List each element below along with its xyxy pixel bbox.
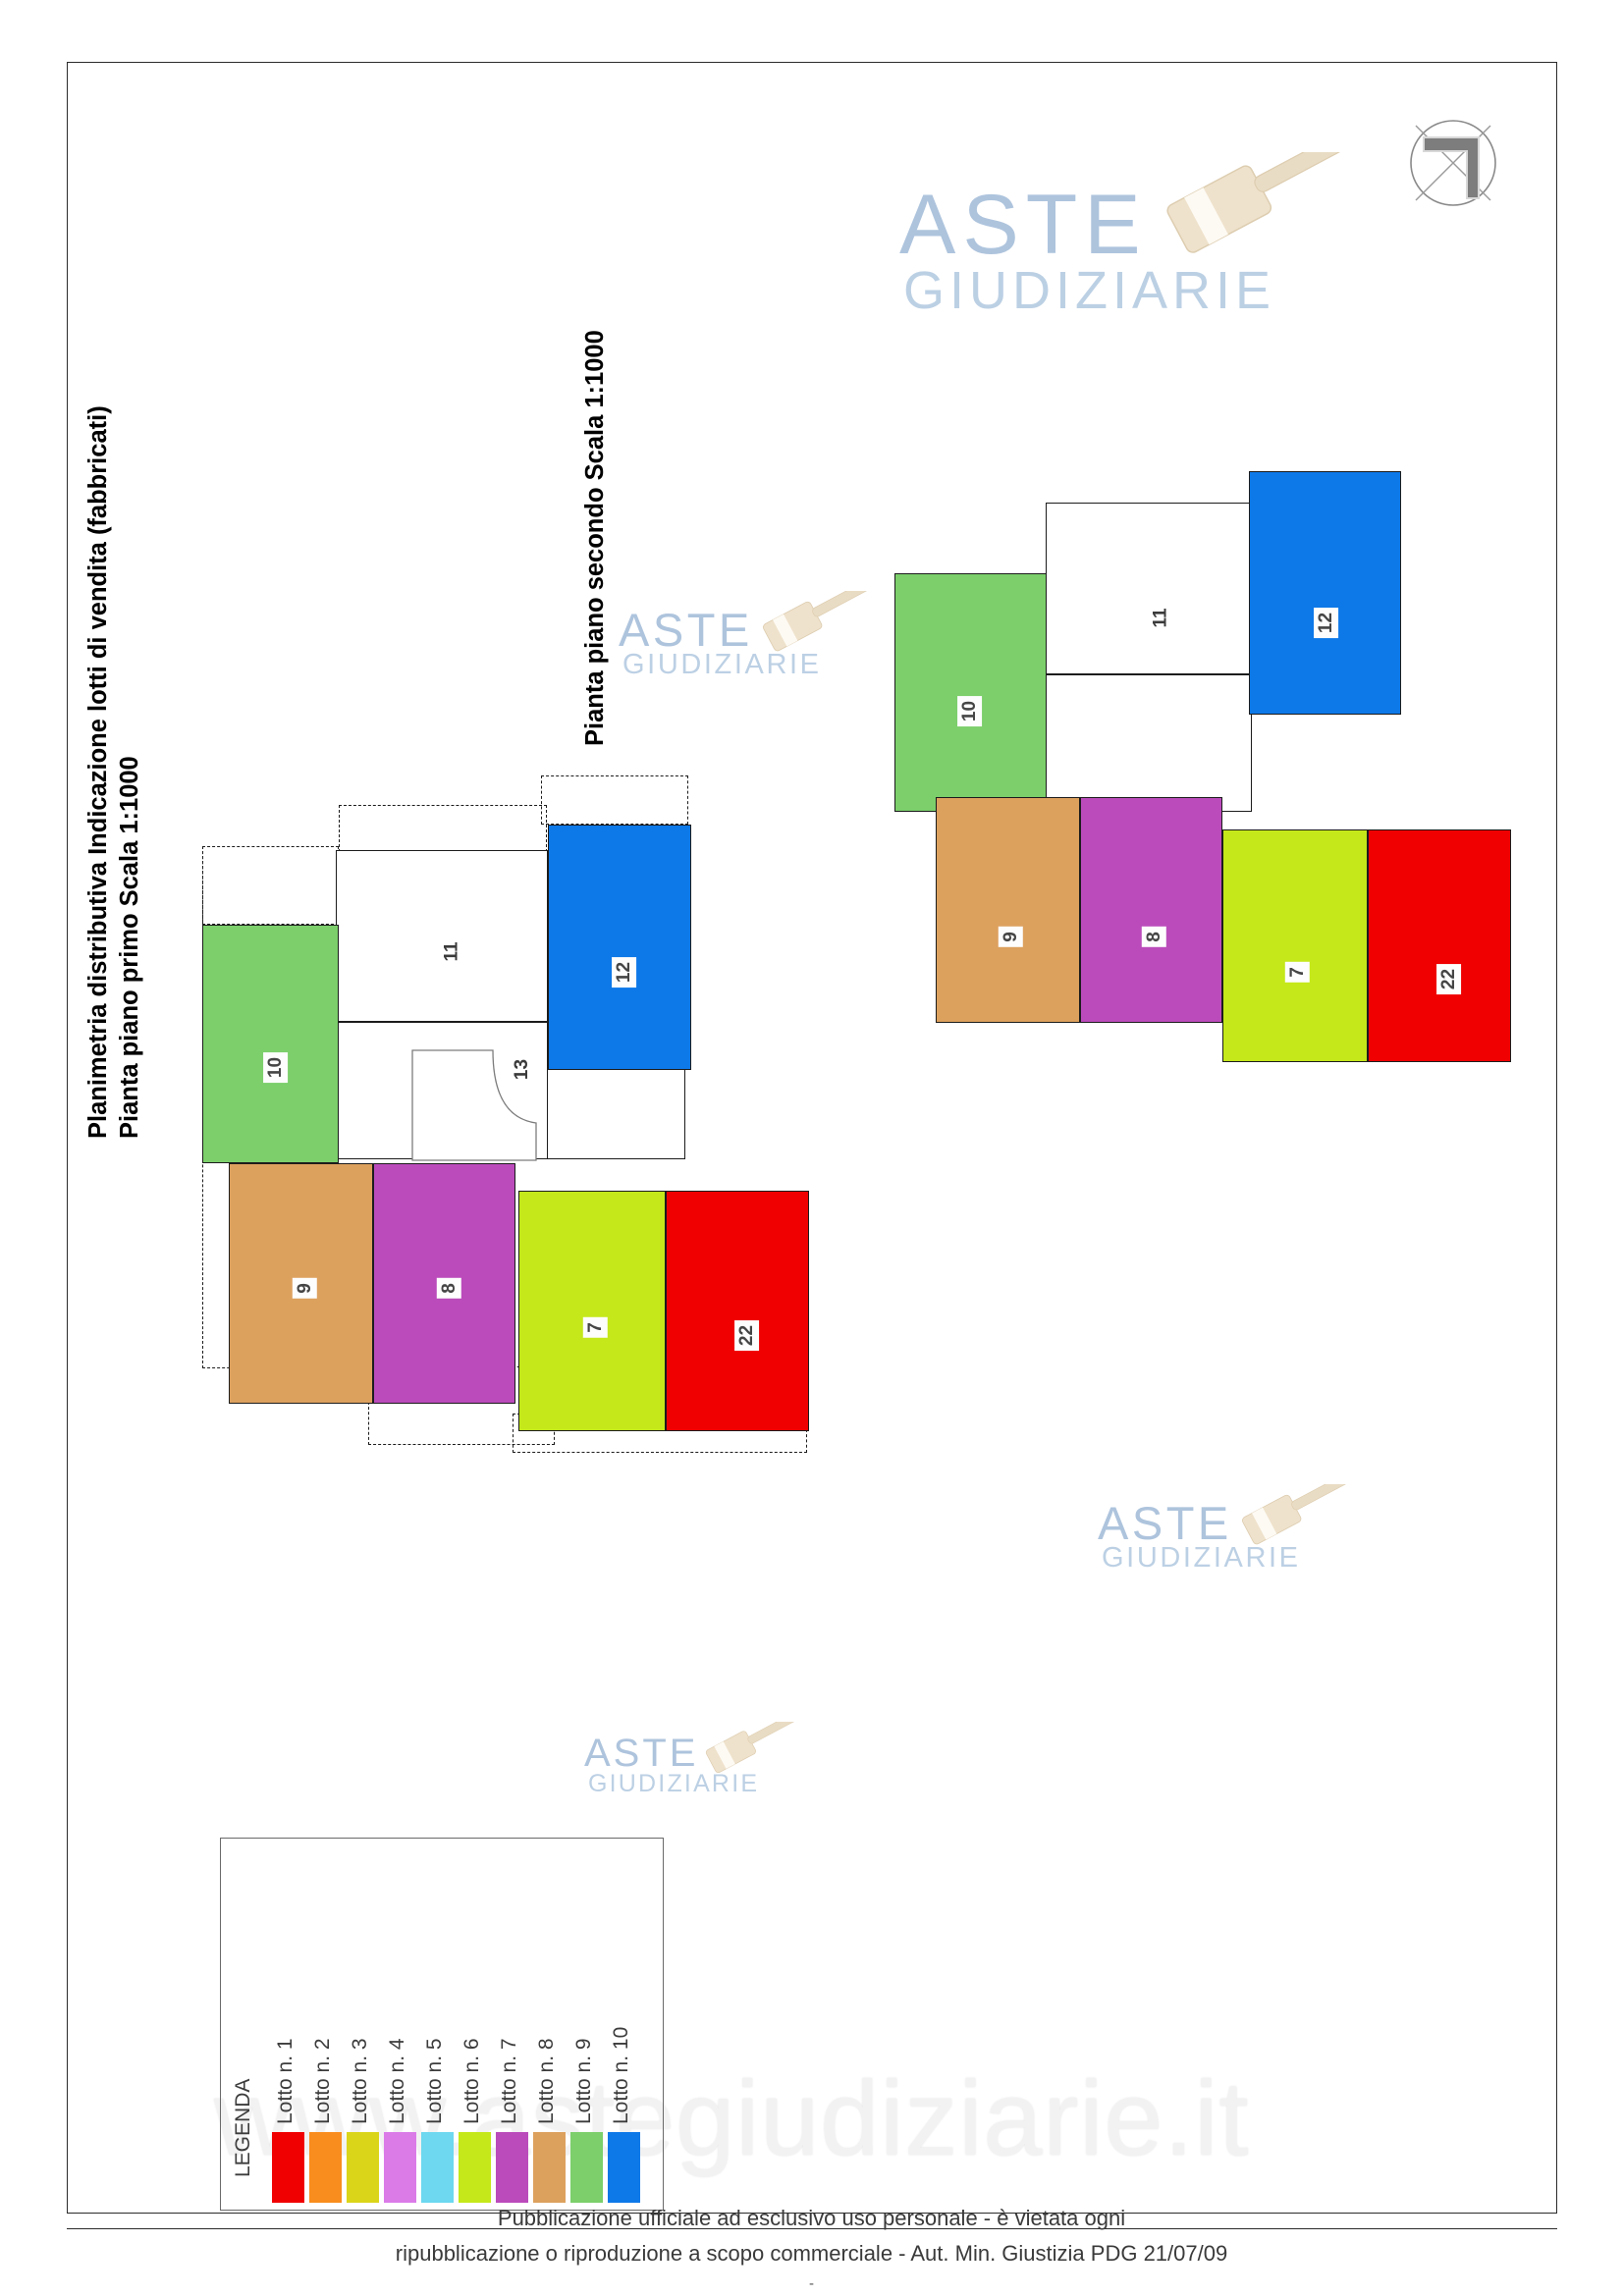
room-22[interactable] <box>666 1191 809 1431</box>
legend-item[interactable]: Lotto n. 3 <box>347 2026 379 2203</box>
room-12[interactable] <box>548 825 691 1070</box>
room-22[interactable] <box>1368 829 1511 1062</box>
legend-item[interactable]: Lotto n. 7 <box>496 2026 528 2203</box>
room-label-13: 13 <box>512 1058 533 1081</box>
room-9[interactable] <box>936 797 1080 1023</box>
legend-label: Lotto n. 6 <box>460 2038 483 2124</box>
legend-item[interactable]: Lotto n. 6 <box>459 2026 491 2203</box>
footer-line-1: Pubblicazione ufficiale ad esclusivo uso… <box>497 2206 1126 2230</box>
legend-label: Lotto n. 4 <box>386 2038 408 2124</box>
room-label-9: 9 <box>292 1278 317 1299</box>
legend-swatch <box>608 2132 640 2203</box>
room-label-11: 11 <box>1150 608 1171 628</box>
legend-swatch <box>570 2132 603 2203</box>
page-title-right: Pianta piano secondo Scala 1:1000 <box>581 330 609 746</box>
legend-label: Lotto n. 10 <box>610 2026 632 2124</box>
page-title-left-line2: Pianta piano primo Scala 1:1000 <box>116 756 143 1139</box>
footer-line-2: ripubblicazione o riproduzione a scopo c… <box>395 2241 1228 2266</box>
legend-item[interactable]: Lotto n. 1 <box>272 2026 304 2203</box>
legend-swatch <box>272 2132 304 2203</box>
room-label-8: 8 <box>1141 927 1166 947</box>
room-label-22: 22 <box>1436 963 1462 995</box>
footer-line-3: - <box>809 2275 814 2292</box>
legend-swatch <box>496 2132 528 2203</box>
legend-item[interactable]: Lotto n. 4 <box>384 2026 416 2203</box>
room-label-7: 7 <box>582 1317 608 1338</box>
legend-item[interactable]: Lotto n. 8 <box>533 2026 566 2203</box>
room-10[interactable] <box>894 573 1047 812</box>
legend-title: LEGENDA <box>232 2078 254 2177</box>
legend-swatch <box>384 2132 416 2203</box>
room-label-8: 8 <box>436 1278 461 1299</box>
room-10[interactable] <box>202 925 339 1163</box>
room-8[interactable] <box>1080 797 1222 1023</box>
stair-symbol <box>410 1048 538 1162</box>
room-label-10: 10 <box>957 695 983 727</box>
legend-label: Lotto n. 1 <box>274 2038 297 2124</box>
legend-swatch <box>533 2132 566 2203</box>
room-label-11: 11 <box>441 941 462 962</box>
room-label-22: 22 <box>734 1319 760 1352</box>
room-7[interactable] <box>518 1191 666 1431</box>
room-label-12: 12 <box>612 956 637 988</box>
legend-label: Lotto n. 7 <box>498 2038 520 2124</box>
legend-label: Lotto n. 3 <box>349 2038 371 2124</box>
legend-label: Lotto n. 8 <box>535 2038 558 2124</box>
legend-item[interactable]: Lotto n. 2 <box>309 2026 342 2203</box>
room-label-10: 10 <box>263 1051 289 1084</box>
legend-swatch <box>309 2132 342 2203</box>
dashed-outline <box>541 775 688 825</box>
footer-divider <box>67 2228 1557 2229</box>
legend-swatch <box>421 2132 454 2203</box>
room-label-9: 9 <box>998 927 1023 947</box>
legend-label: Lotto n. 5 <box>423 2038 446 2124</box>
room-7[interactable] <box>1222 829 1368 1062</box>
legend-item[interactable]: Lotto n. 10 <box>608 2026 640 2203</box>
dashed-outline <box>339 805 547 852</box>
legend-item[interactable]: Lotto n. 5 <box>421 2026 454 2203</box>
legend-box <box>220 1838 664 2211</box>
room-outline <box>336 850 548 919</box>
legend-item[interactable]: Lotto n. 9 <box>570 2026 603 2203</box>
legend-swatch <box>347 2132 379 2203</box>
legend-swatch <box>459 2132 491 2203</box>
room-outline <box>1046 503 1252 674</box>
room-12[interactable] <box>1249 471 1401 715</box>
north-corner-marker-icon <box>1406 116 1500 210</box>
page-title-left-line1: Planimetria distributiva Indicazione lot… <box>84 405 112 1139</box>
legend-label: Lotto n. 9 <box>572 2038 595 2124</box>
room-outline <box>1046 674 1252 812</box>
room-label-7: 7 <box>1284 962 1310 983</box>
legend-label: Lotto n. 2 <box>311 2038 334 2124</box>
room-label-12: 12 <box>1314 607 1339 639</box>
